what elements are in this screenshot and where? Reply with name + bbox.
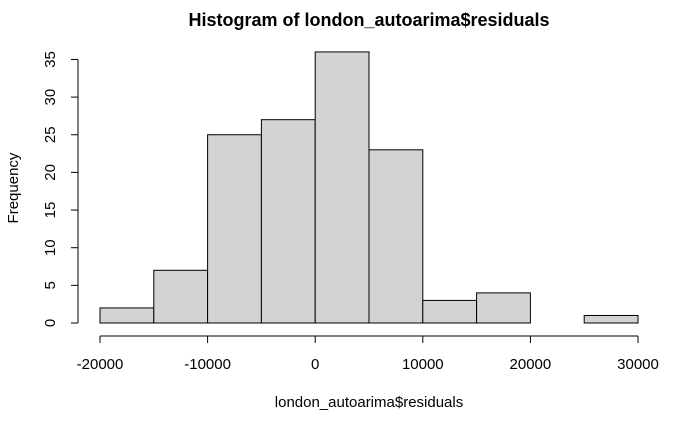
- x-axis-label: london_autoarima$residuals: [275, 394, 463, 411]
- x-axis: -20000 -10000 0 10000 20000 30000: [77, 335, 659, 373]
- x-tick-label: 30000: [617, 356, 659, 373]
- histogram-bar: [153, 269, 209, 324]
- histogram-bar: [99, 307, 155, 324]
- histogram-bar: [207, 134, 262, 324]
- y-tick-label: 10: [42, 239, 59, 256]
- x-tick-label: -20000: [77, 356, 124, 373]
- bars-group: [99, 51, 639, 324]
- chart-title: Histogram of london_autoarima$residuals: [188, 10, 549, 30]
- y-tick-label: 5: [42, 281, 59, 289]
- y-tick-label: 15: [42, 202, 59, 219]
- histogram-bar: [260, 119, 316, 324]
- y-axis-label: Frequency: [5, 152, 22, 223]
- y-axis: 0 5 10 15 20 25 30 35: [42, 51, 79, 327]
- x-tick-label: 0: [311, 356, 319, 373]
- y-tick-label: 0: [42, 319, 59, 327]
- y-tick-label: 25: [42, 126, 59, 143]
- x-tick-label: -10000: [184, 356, 231, 373]
- histogram-bar: [583, 314, 639, 324]
- x-tick-label: 20000: [510, 356, 552, 373]
- y-tick-label: 30: [42, 89, 59, 106]
- y-tick-label: 20: [42, 164, 59, 181]
- x-tick-label: 10000: [402, 356, 444, 373]
- histogram-bar: [422, 299, 478, 324]
- histogram-bar: [368, 149, 424, 324]
- histogram-bar: [314, 51, 370, 324]
- histogram-bar: [476, 292, 531, 324]
- y-tick-label: 35: [42, 51, 59, 68]
